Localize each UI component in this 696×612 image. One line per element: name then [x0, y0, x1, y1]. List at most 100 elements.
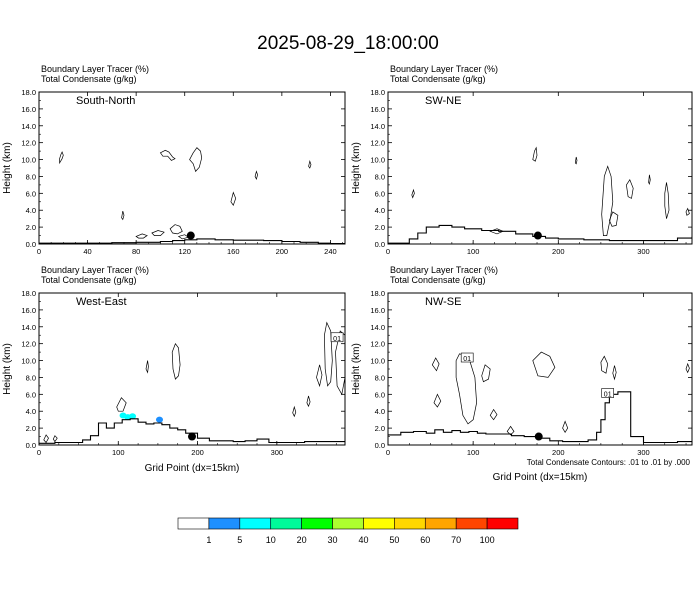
- y-tick-label: 16.0: [370, 306, 385, 315]
- condensate-contour: [159, 149, 176, 161]
- y-tick-label: 0.0: [375, 240, 385, 249]
- y-tick-label: 8.0: [26, 172, 36, 181]
- condensate-contour: [489, 408, 498, 421]
- condensate-contour: [335, 330, 345, 396]
- y-tick-label: 12.0: [370, 340, 385, 349]
- condensate-contour: [532, 351, 556, 378]
- panel-header-tracer: Boundary Layer Tracer (%): [390, 265, 498, 275]
- y-tick-label: 4.0: [26, 206, 36, 215]
- x-tick-label: 100: [467, 448, 480, 457]
- panel-3: Boundary Layer Tracer (%)Total Condensat…: [2, 265, 346, 474]
- tracer-spot: [129, 413, 137, 420]
- condensate-contour: [600, 355, 609, 374]
- location-marker: [186, 231, 195, 240]
- condensate-contour: [59, 151, 64, 165]
- y-tick-label: 4.0: [375, 206, 385, 215]
- contour-label-box: [330, 332, 344, 343]
- panel-label: West-East: [76, 296, 127, 308]
- y-tick-label: 12.0: [21, 340, 36, 349]
- x-axis-label: Grid Point (dx=15km): [145, 463, 240, 474]
- condensate-contour: [145, 360, 149, 374]
- y-tick-label: 4.0: [26, 407, 36, 416]
- y-tick-label: 2.0: [26, 424, 36, 433]
- colorbar-swatch: [363, 517, 395, 530]
- condensate-contour: [43, 434, 49, 444]
- y-tick-label: 14.0: [21, 122, 36, 131]
- panel-2: Boundary Layer Tracer (%)Total Condensat…: [351, 64, 693, 256]
- condensate-contour: [481, 364, 491, 383]
- y-tick-label: 0.0: [375, 441, 385, 450]
- panel-4: Boundary Layer Tracer (%)Total Condensat…: [351, 265, 693, 483]
- panel-label: NW-SE: [425, 296, 461, 308]
- panel-header-condensate: Total Condensate (g/kg): [41, 74, 137, 84]
- location-marker: [533, 231, 542, 240]
- y-tick-label: 18.0: [21, 289, 36, 298]
- condensate-contour: [135, 233, 148, 239]
- panel-header-condensate: Total Condensate (g/kg): [390, 74, 486, 84]
- y-tick-label: 2.0: [375, 424, 385, 433]
- y-axis-label: Height (km): [2, 343, 13, 395]
- condensate-contour: [685, 207, 690, 216]
- condensate-contour: [609, 211, 619, 227]
- condensate-contour: [189, 147, 203, 173]
- condensate-contour: [685, 362, 690, 374]
- condensate-contour: [308, 159, 312, 169]
- y-tick-label: 0.0: [26, 441, 36, 450]
- y-tick-label: 14.0: [370, 323, 385, 332]
- figure-title: 2025-08-29_18:00:00: [257, 33, 439, 54]
- x-tick-label: 200: [276, 247, 289, 256]
- y-tick-label: 0.0: [26, 240, 36, 249]
- tracer-spot: [155, 416, 163, 423]
- y-tick-label: 16.0: [21, 306, 36, 315]
- condensate-contour: [151, 230, 165, 236]
- y-tick-label: 10.0: [370, 156, 385, 165]
- x-tick-label: 0: [37, 247, 41, 256]
- contour-label: 01: [463, 356, 471, 363]
- colorbar-swatch: [208, 517, 241, 530]
- x-tick-label: 240: [324, 247, 337, 256]
- y-tick-label: 12.0: [370, 139, 385, 148]
- x-tick-label: 80: [132, 247, 140, 256]
- colorbar-tick-label: 20: [297, 535, 307, 545]
- y-tick-label: 6.0: [26, 189, 36, 198]
- condensate-contour: [116, 397, 127, 412]
- x-tick-label: 200: [552, 247, 565, 256]
- colorbar-swatch: [239, 517, 272, 530]
- condensate-contour: [411, 188, 415, 199]
- panel-label: SW-NE: [425, 95, 461, 107]
- colorbar-swatch: [424, 517, 457, 530]
- condensate-contour: [562, 420, 569, 433]
- condensate-contour: [169, 224, 183, 235]
- colorbar-swatch: [332, 517, 364, 530]
- panel-1: Boundary Layer Tracer (%)Total Condensat…: [2, 64, 346, 256]
- condensate-contour: [306, 395, 311, 408]
- x-tick-label: 200: [552, 448, 565, 457]
- colorbar-tick-label: 40: [358, 535, 368, 545]
- panel-header-condensate: Total Condensate (g/kg): [390, 275, 486, 285]
- contour-label-box: [460, 352, 474, 363]
- condensate-contour: [455, 353, 477, 425]
- panel-frame: [38, 91, 346, 245]
- colorbar: 1 5 10 20 30 40 50 60 70 100: [177, 517, 519, 545]
- condensate-contour: [648, 174, 651, 186]
- x-tick-label: 0: [386, 448, 390, 457]
- y-tick-label: 14.0: [21, 323, 36, 332]
- contour-label: 01: [333, 336, 341, 343]
- y-tick-label: 16.0: [370, 105, 385, 114]
- terrain-line: [388, 224, 692, 244]
- x-tick-label: 100: [467, 247, 480, 256]
- condensate-contour: [433, 393, 442, 408]
- panel-plot-area: [39, 147, 345, 244]
- condensate-contour: [664, 182, 670, 219]
- y-tick-label: 10.0: [21, 156, 36, 165]
- y-tick-label: 18.0: [370, 289, 385, 298]
- y-tick-label: 6.0: [375, 189, 385, 198]
- x-tick-label: 300: [637, 247, 650, 256]
- y-tick-label: 4.0: [375, 407, 385, 416]
- y-tick-label: 2.0: [375, 223, 385, 232]
- condensate-contour: [626, 179, 634, 199]
- colorbar-swatch: [486, 517, 519, 530]
- panel-frame: [38, 292, 346, 446]
- colorbar-tick-label: 50: [389, 535, 399, 545]
- panel-header-condensate: Total Condensate (g/kg): [41, 275, 137, 285]
